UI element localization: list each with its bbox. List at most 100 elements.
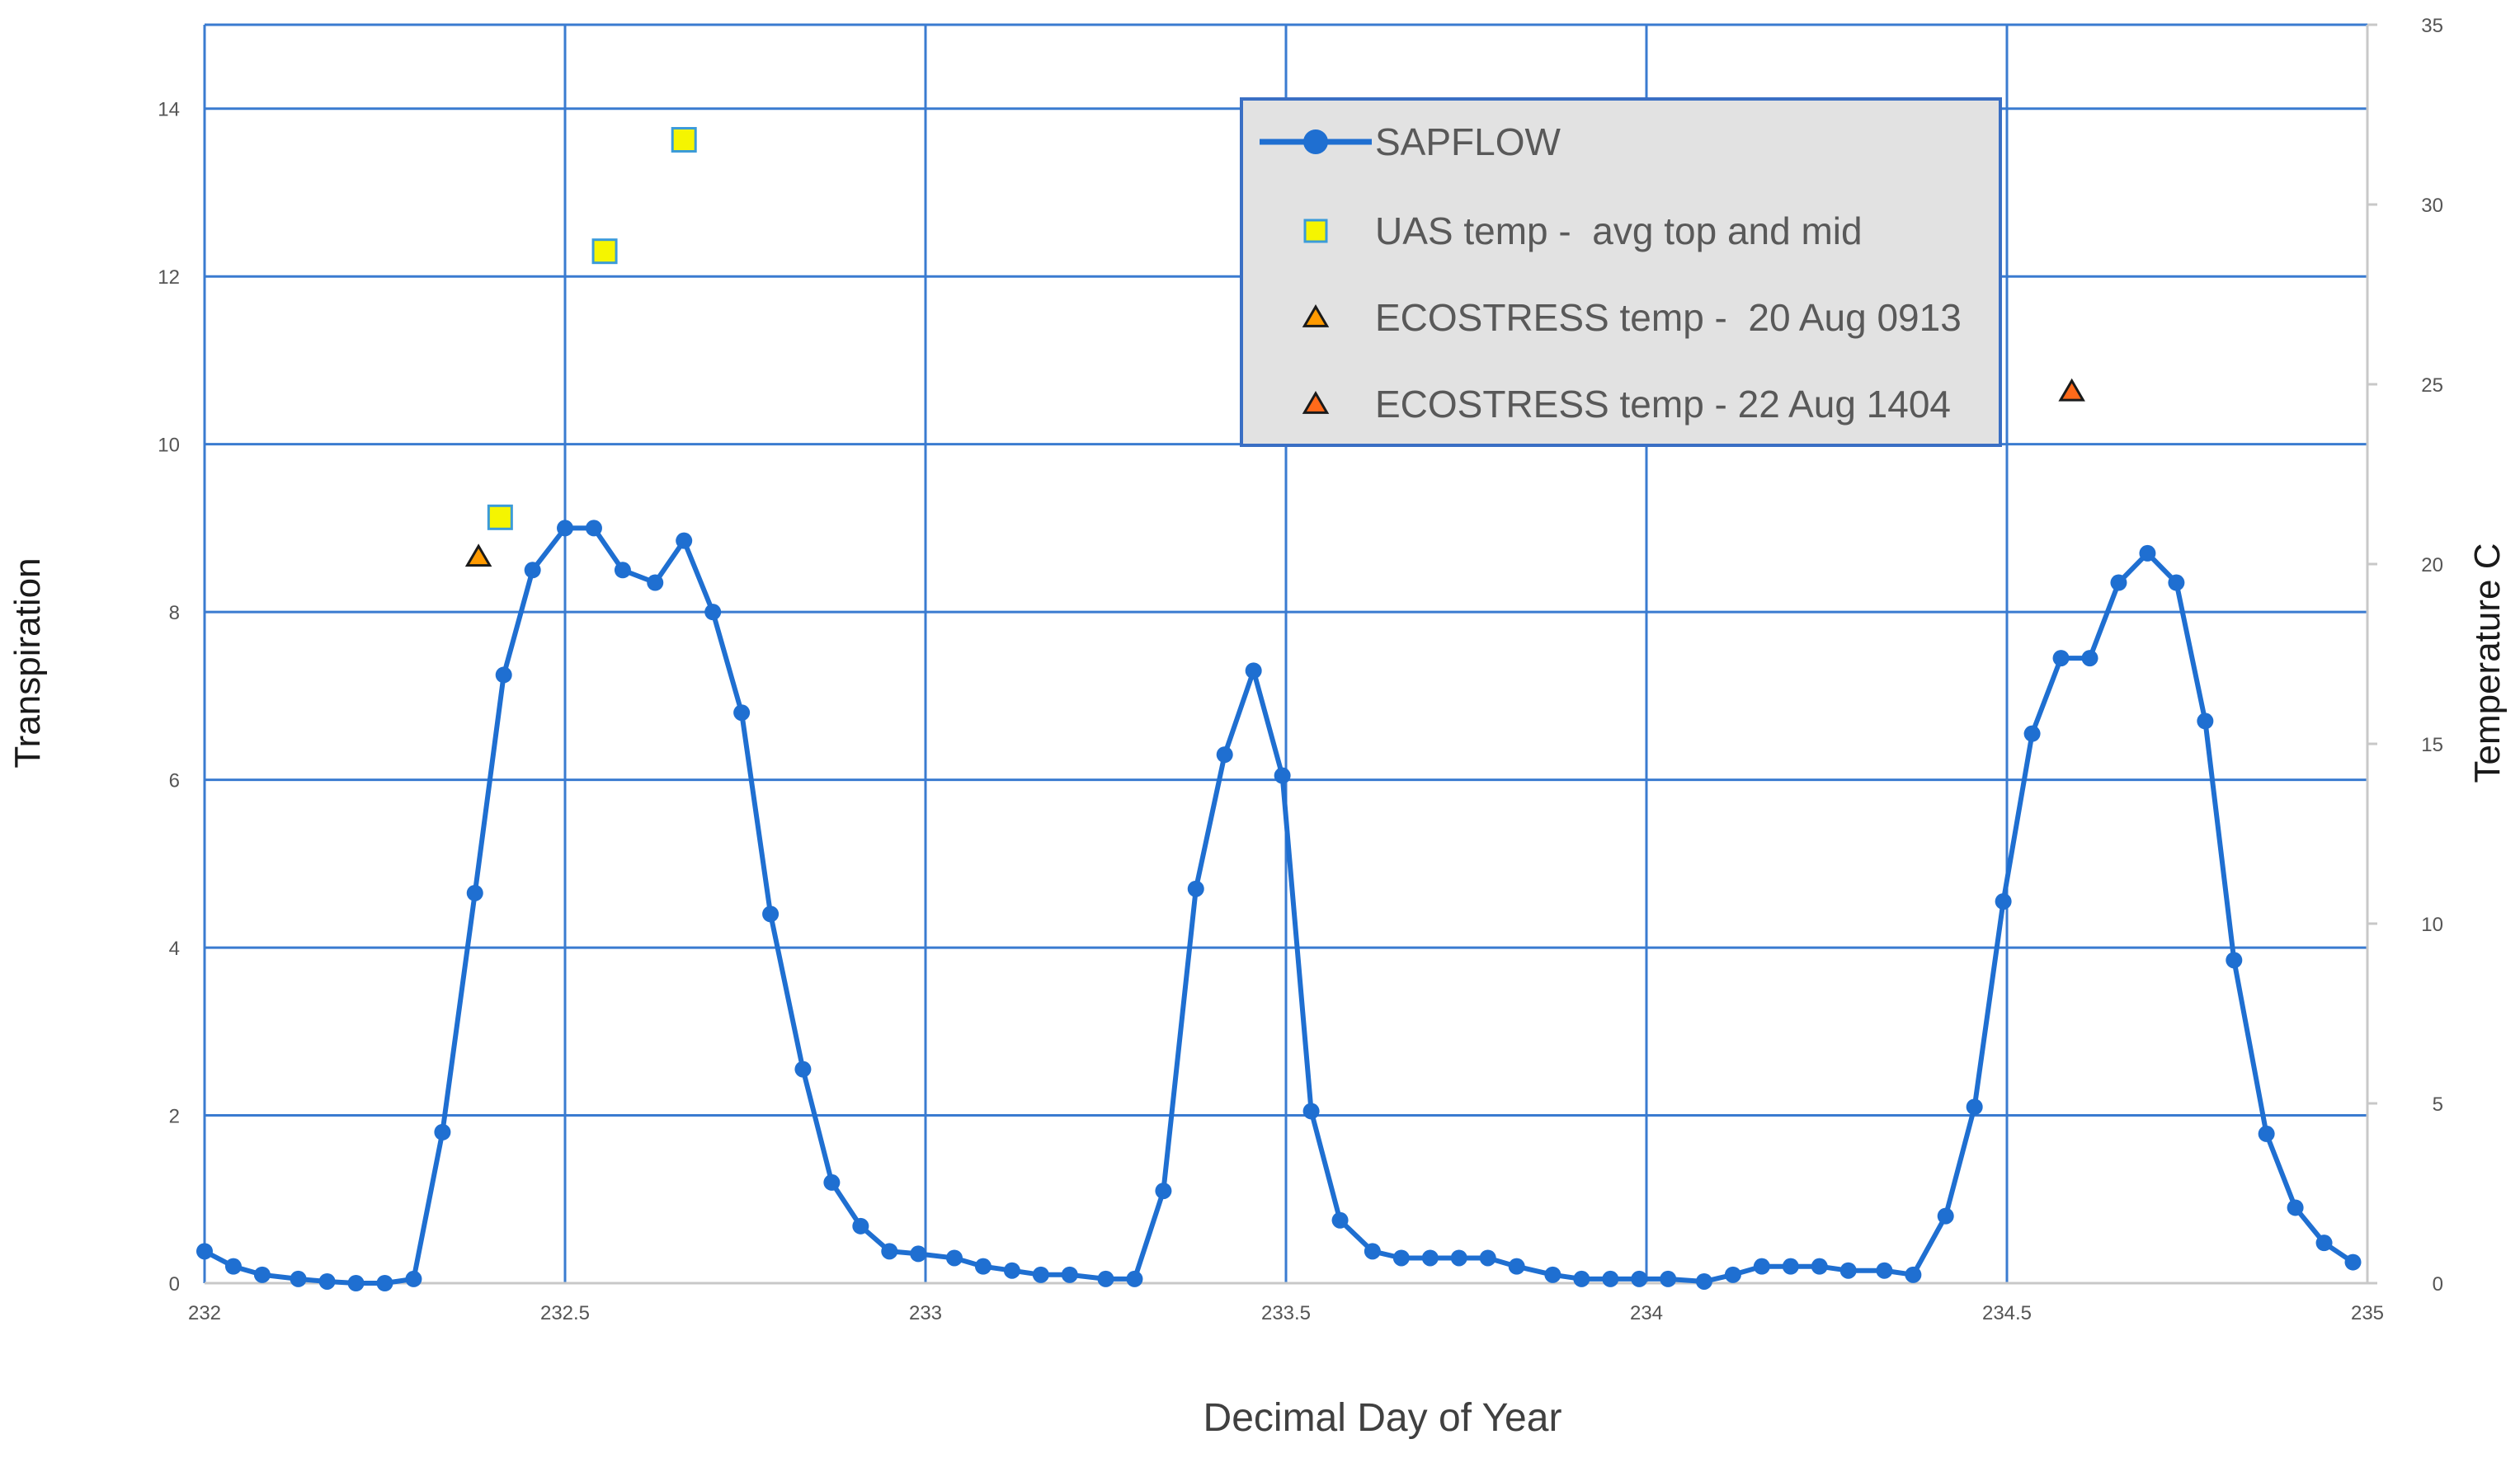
sapflow-point bbox=[290, 1270, 307, 1287]
sapflow-point bbox=[881, 1243, 898, 1260]
y2-tick-label: 0 bbox=[2433, 1273, 2443, 1296]
sapflow-point bbox=[1245, 662, 1262, 680]
sapflow-point bbox=[1155, 1183, 1172, 1200]
sapflow-point bbox=[1331, 1211, 1349, 1229]
sapflow-point bbox=[2052, 650, 2070, 667]
sapflow-point bbox=[852, 1217, 869, 1235]
y-axis-title: Transpiration bbox=[7, 557, 48, 768]
x-tick-label: 232 bbox=[188, 1302, 221, 1324]
legend-label: ECOSTRESS temp - 22 Aug 1404 bbox=[1375, 383, 1951, 426]
sapflow-point bbox=[1302, 1103, 1320, 1120]
sapflow-point bbox=[1724, 1266, 1741, 1283]
sapflow-point bbox=[557, 520, 573, 537]
sapflow-point bbox=[794, 1061, 812, 1078]
sapflow-point bbox=[2287, 1199, 2304, 1216]
legend-ecostress-marker bbox=[1302, 304, 1330, 327]
legend-label: SAPFLOW bbox=[1375, 120, 1561, 163]
sapflow-point bbox=[1995, 893, 2012, 910]
sapflow-point bbox=[945, 1249, 963, 1267]
y2-tick-label: 25 bbox=[2421, 374, 2443, 397]
sapflow-point bbox=[1126, 1270, 1143, 1287]
sapflow-point bbox=[676, 532, 693, 549]
y-tick-label: 12 bbox=[158, 266, 180, 289]
sapflow-point bbox=[1274, 767, 1291, 784]
sapflow-point bbox=[1839, 1262, 1857, 1279]
sapflow-point bbox=[733, 704, 751, 722]
y2-tick-label: 5 bbox=[2433, 1094, 2443, 1116]
sapflow-point bbox=[376, 1275, 393, 1291]
uas-temp-point bbox=[591, 238, 618, 265]
x-tick-label: 233 bbox=[909, 1302, 942, 1324]
sapflow-point bbox=[1782, 1258, 1799, 1275]
sapflow-point bbox=[1450, 1249, 1467, 1267]
sapflow-point bbox=[762, 905, 780, 923]
y-tick-label: 6 bbox=[169, 770, 180, 792]
y2-tick-label: 30 bbox=[2421, 195, 2443, 217]
sapflow-point bbox=[2110, 574, 2127, 591]
sapflow-point bbox=[1631, 1270, 1648, 1287]
y-tick-label: 2 bbox=[169, 1106, 180, 1128]
sapflow-point bbox=[2344, 1253, 2362, 1271]
uas-temp-point bbox=[487, 504, 513, 530]
legend-label: UAS temp - avg top and mid bbox=[1375, 209, 1863, 252]
sapflow-point bbox=[2081, 650, 2098, 667]
sapflow-point bbox=[2168, 574, 2185, 591]
sapflow-point bbox=[704, 604, 722, 621]
sapflow-point bbox=[1660, 1270, 1677, 1287]
y2-tick-label: 10 bbox=[2421, 914, 2443, 936]
sapflow-point bbox=[2023, 725, 2041, 742]
sapflow-point bbox=[253, 1266, 271, 1283]
sapflow-point bbox=[1003, 1262, 1020, 1279]
y2-tick-label: 35 bbox=[2421, 15, 2443, 37]
y-tick-label: 8 bbox=[169, 602, 180, 624]
ecostress-temp-point bbox=[464, 543, 492, 567]
sapflow-point bbox=[1544, 1266, 1561, 1283]
sapflow-point bbox=[495, 666, 512, 684]
axes bbox=[205, 23, 2377, 1285]
x-tick-label: 233.5 bbox=[1261, 1302, 1311, 1324]
sapflow-point bbox=[2315, 1235, 2333, 1252]
sapflow-point bbox=[434, 1123, 451, 1141]
sapflow-point bbox=[1061, 1266, 1078, 1283]
sapflow-point bbox=[1364, 1243, 1381, 1260]
sapflow-point bbox=[1811, 1258, 1828, 1275]
x-tick-label: 235 bbox=[2351, 1302, 2384, 1324]
sapflow-point bbox=[1876, 1262, 1893, 1279]
sapflow-point bbox=[974, 1258, 992, 1275]
sapflow-point bbox=[1966, 1098, 1983, 1116]
sapflow-point bbox=[1573, 1270, 1590, 1287]
legend-box bbox=[1240, 97, 2002, 447]
x-tick-label: 234.5 bbox=[1982, 1302, 2032, 1324]
uas-temp-point bbox=[671, 127, 697, 153]
sapflow-point bbox=[1602, 1270, 1619, 1287]
sapflow-point bbox=[1421, 1249, 1439, 1267]
sapflow-point bbox=[466, 884, 483, 901]
legend-uas-marker bbox=[1303, 219, 1328, 243]
ecostress-temp-point bbox=[2058, 378, 2085, 402]
sapflow-point bbox=[1097, 1270, 1114, 1287]
legend: SAPFLOW UAS temp - avg top and mid ECOSTRE… bbox=[1240, 97, 2002, 447]
y2-tick-labels: 0 5 10 15 20 25 30 35 bbox=[2421, 15, 2443, 1296]
x-tick-label: 232.5 bbox=[540, 1302, 590, 1324]
x-axis-title: Decimal Day of Year bbox=[1203, 1396, 1562, 1440]
sapflow-point bbox=[647, 574, 664, 591]
legend-ecostress-marker bbox=[1302, 391, 1330, 414]
sapflow-point bbox=[2258, 1125, 2275, 1142]
sapflow-point bbox=[1216, 746, 1233, 764]
sapflow-point bbox=[1937, 1207, 1954, 1225]
sapflow-point bbox=[224, 1258, 242, 1275]
y2-axis-title: Temperature C bbox=[2467, 543, 2508, 783]
sapflow-point bbox=[1508, 1258, 1525, 1275]
sapflow-point bbox=[318, 1272, 336, 1290]
sapflow-point bbox=[1905, 1266, 1922, 1283]
legend-label: ECOSTRESS temp - 20 Aug 0913 bbox=[1375, 296, 1962, 339]
sapflow-point bbox=[1479, 1249, 1496, 1267]
sapflow-point bbox=[585, 520, 602, 537]
series-layer bbox=[196, 127, 2362, 1291]
sapflow-point bbox=[524, 562, 541, 579]
sapflow-point bbox=[196, 1243, 213, 1260]
sapflow-point bbox=[1695, 1272, 1712, 1290]
sapflow-point bbox=[614, 562, 631, 579]
legend-sapflow-marker bbox=[1303, 129, 1328, 154]
